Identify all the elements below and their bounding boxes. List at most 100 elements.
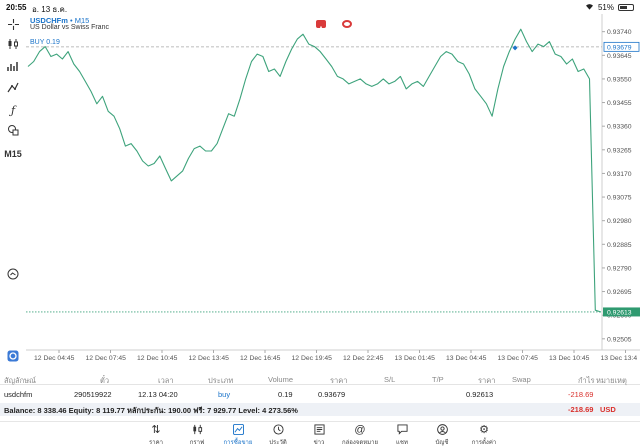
y-tick-label: 0.93740: [607, 29, 632, 36]
x-tick-label: 12 Dec 04:45: [34, 355, 75, 362]
nav-label: ราคา: [149, 440, 163, 446]
history-icon: [258, 424, 298, 437]
price-series-line: [27, 28, 602, 313]
col-volume: Volume: [268, 375, 294, 384]
x-tick-label: 12 Dec 19:45: [292, 355, 333, 362]
status-date: อ. 13 ธ.ค.: [32, 5, 68, 14]
buy-price-tag: [603, 41, 640, 52]
chat-icon: [382, 424, 422, 437]
status-bar: 20:55 อ. 13 ธ.ค. 51%: [0, 0, 640, 14]
chart-logo-icon[interactable]: [4, 348, 22, 364]
col-symbol: สัญลักษณ์: [4, 376, 37, 385]
table-header: สัญลักษณ์ ตั๋ว เวลา ประเภท Volume ราคา S…: [0, 373, 640, 385]
status-time: 20:55: [6, 3, 27, 12]
nav-account[interactable]: บัญชี: [422, 424, 462, 447]
col-open-price: ราคา: [330, 376, 348, 385]
y-tick-label: 0.93265: [607, 147, 632, 154]
nav-quotes[interactable]: ⇅ ราคา: [136, 424, 176, 447]
y-tick-label: 0.93645: [607, 53, 632, 60]
chart-canvas[interactable]: 0.93740 0.93645 0.93550 0.93455 0.93360 0.932…: [26, 14, 640, 374]
table-row[interactable]: usdchfm 290519922 12.13 04:20 buy 0.19 0…: [0, 388, 640, 402]
nav-label: การตั้งค่า: [471, 440, 497, 446]
col-comment: หมายเหตุ: [596, 376, 627, 385]
chart-toolbar: ƒ M15: [0, 14, 26, 374]
objects-icon[interactable]: [4, 80, 22, 96]
nav-label: บัญชี: [435, 440, 449, 446]
chart-symbol-line: USDCHFm • M15: [30, 16, 89, 25]
y-tick-label: 0.92505: [607, 336, 632, 343]
nav-label: ประวัติ: [269, 440, 287, 446]
status-right: 51%: [585, 3, 634, 12]
shapes-icon[interactable]: [4, 122, 22, 138]
nav-news[interactable]: ข่าว: [299, 424, 339, 447]
swiss-flag-icon: [316, 20, 326, 32]
row-price: 0.92613: [466, 390, 494, 399]
y-tick-label: 0.92980: [607, 218, 632, 225]
y-tick-label: 0.93550: [607, 76, 632, 83]
function-icon[interactable]: ƒ: [10, 103, 16, 117]
crosshair-icon[interactable]: [4, 16, 22, 32]
x-tick-label: 13 Dec 13:4: [601, 355, 638, 362]
nav-trade[interactable]: การซื้อขาย: [218, 424, 258, 447]
y-tick-label: 0.93075: [607, 195, 632, 202]
x-tick-label: 13 Dec 07:45: [498, 355, 539, 362]
total-profit: -218.69: [568, 405, 594, 414]
balance-summary: Balance: 8 338.46 Equity: 8 119.77 หลักป…: [4, 406, 298, 415]
row-open-price: 0.93679: [318, 390, 346, 399]
quotes-icon: ⇅: [151, 424, 161, 436]
positions-table: สัญลักษณ์ ตั๋ว เวลา ประเภท Volume ราคา S…: [0, 373, 640, 419]
usa-flag-icon: [342, 20, 352, 28]
nav-mailbox[interactable]: @ กล่องจดหมาย: [340, 424, 380, 447]
buy-position-label: BUY 0.19: [30, 39, 60, 46]
y-tick-label: 0.93455: [607, 100, 632, 107]
x-tick-label: 12 Dec 22:45: [343, 355, 384, 362]
nav-settings[interactable]: ⚙ การตั้งค่า: [464, 424, 504, 447]
x-tick-label: 12 Dec 16:45: [240, 355, 281, 362]
col-tp: T/P: [432, 375, 444, 384]
chart-icon: [177, 424, 217, 437]
x-tick-label: 12 Dec 13:45: [189, 355, 230, 362]
buy-price-label: 0.93679: [607, 44, 632, 51]
price-chart[interactable]: 0.93740 0.93645 0.93550 0.93455 0.93360 0.932…: [26, 14, 640, 374]
x-tick-label: 13 Dec 04:45: [446, 355, 487, 362]
nav-history[interactable]: ประวัติ: [258, 424, 298, 447]
chart-description: US Dollar vs Swiss Franc: [30, 24, 109, 31]
y-tick-label: 0.93360: [607, 124, 632, 131]
y-tick-label: 0.93170: [607, 171, 632, 178]
y-tick-label: 0.92885: [607, 242, 632, 249]
col-profit: กำไร: [578, 376, 595, 385]
trade-marker-icon: [512, 45, 518, 51]
battery-icon: [618, 4, 634, 11]
chart-timeframe: M15: [74, 16, 90, 25]
zoom-icon[interactable]: [4, 266, 22, 282]
y-tick-label: 0.92695: [607, 289, 632, 296]
col-ticket: ตั๋ว: [100, 376, 110, 385]
col-time: เวลา: [158, 376, 174, 385]
nav-label: ข่าว: [313, 440, 325, 446]
candlestick-icon[interactable]: [4, 36, 22, 52]
nav-label: แชท: [396, 440, 408, 446]
trade-icon: [218, 424, 258, 437]
col-swap: Swap: [512, 375, 531, 384]
nav-chat[interactable]: แชท: [382, 424, 422, 447]
row-ticket: 290519922: [74, 390, 112, 399]
row-symbol: usdchfm: [4, 390, 33, 399]
indicators-icon[interactable]: [4, 58, 22, 74]
chart-symbol: USDCHFm: [30, 16, 68, 25]
y-tick-label: 0.92790: [607, 265, 632, 272]
nav-label: กล่องจดหมาย: [341, 440, 379, 446]
profit-currency: USD: [600, 405, 616, 414]
x-tick-label: 13 Dec 10:45: [549, 355, 590, 362]
chart-separator: •: [70, 16, 75, 25]
balance-bar: Balance: 8 338.46 Equity: 8 119.77 หลักป…: [0, 403, 640, 416]
nav-label: กราฟ: [189, 440, 205, 446]
nav-chart[interactable]: กราฟ: [177, 424, 217, 447]
row-time: 12.13 04:20: [138, 390, 178, 399]
timeframe-button[interactable]: M15: [4, 149, 22, 159]
col-sl: S/L: [384, 375, 396, 384]
col-type: ประเภท: [208, 376, 234, 385]
row-volume: 0.19: [278, 390, 293, 399]
account-icon: [422, 424, 462, 437]
wifi-icon: [585, 3, 594, 12]
current-price-label: 0.92613: [607, 309, 632, 316]
